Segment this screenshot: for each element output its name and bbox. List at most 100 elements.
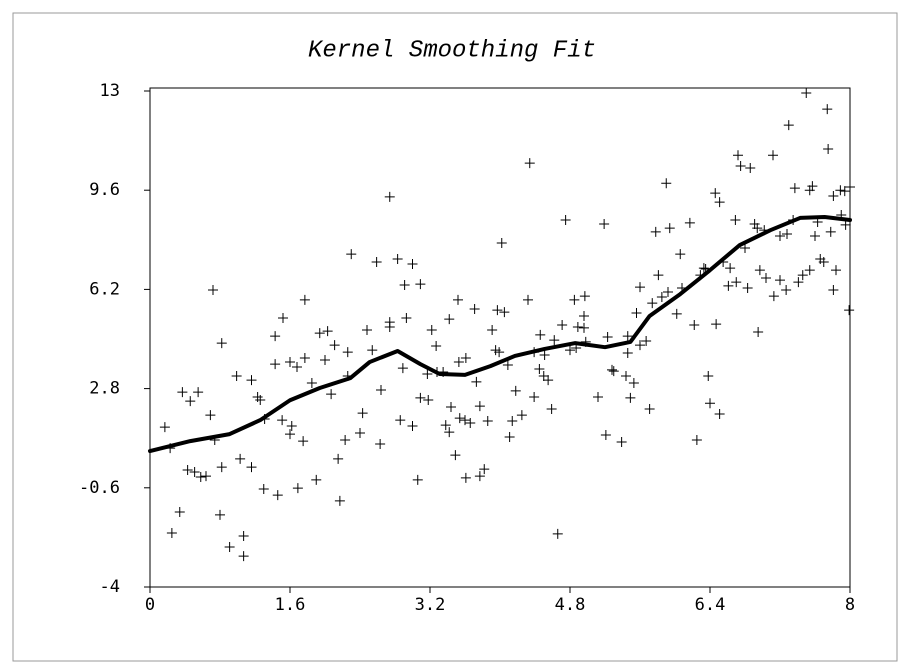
point	[810, 231, 820, 242]
point	[775, 275, 785, 286]
point	[671, 308, 682, 319]
point	[384, 191, 395, 202]
point	[691, 434, 702, 445]
point	[208, 284, 218, 295]
point	[761, 273, 771, 284]
point	[560, 214, 571, 225]
point	[608, 366, 619, 377]
point	[278, 312, 288, 323]
point	[507, 415, 518, 426]
point	[502, 359, 513, 370]
point	[723, 280, 734, 291]
point	[664, 223, 675, 234]
point	[831, 265, 841, 276]
point	[465, 418, 476, 429]
point	[825, 226, 836, 237]
point	[599, 219, 610, 230]
point	[828, 191, 839, 202]
point	[193, 387, 204, 398]
point	[460, 415, 470, 426]
point	[460, 352, 471, 363]
point	[407, 259, 418, 270]
point	[635, 282, 645, 293]
x-tick-label: 8	[845, 595, 855, 615]
point	[579, 310, 589, 321]
point	[714, 197, 725, 208]
point	[454, 413, 465, 424]
point	[828, 284, 839, 295]
point	[238, 551, 249, 562]
point	[450, 450, 461, 461]
point	[166, 528, 177, 539]
point	[523, 294, 533, 305]
point	[725, 263, 736, 274]
point	[329, 340, 340, 351]
point	[783, 120, 794, 131]
point	[446, 401, 456, 412]
point	[565, 345, 575, 356]
point	[641, 336, 652, 347]
point	[714, 408, 725, 419]
point	[840, 219, 851, 230]
point	[835, 185, 846, 196]
point	[270, 331, 281, 342]
point	[807, 181, 818, 192]
point	[395, 415, 406, 426]
point	[322, 326, 333, 337]
point	[689, 319, 700, 330]
y-tick-label: 2.8	[89, 379, 120, 399]
point	[656, 291, 667, 302]
point	[650, 226, 661, 237]
point	[552, 528, 563, 539]
point	[397, 363, 408, 374]
point	[703, 371, 714, 382]
point	[444, 427, 455, 438]
point	[647, 298, 658, 309]
point	[252, 392, 263, 403]
point	[801, 88, 812, 99]
point	[401, 312, 412, 323]
point	[539, 350, 550, 361]
point	[298, 436, 309, 447]
point	[705, 398, 715, 409]
point	[789, 183, 800, 194]
point	[593, 392, 603, 403]
y-tick-label: 13	[100, 81, 120, 101]
point	[628, 378, 639, 389]
point	[754, 265, 765, 276]
point	[745, 163, 756, 174]
point	[299, 294, 310, 305]
point	[494, 347, 505, 358]
point	[822, 104, 833, 115]
point	[216, 338, 227, 349]
point	[460, 472, 471, 483]
x-tick-label: 6.4	[695, 595, 726, 615]
point	[320, 355, 330, 366]
y-tick-label: -0.6	[79, 478, 120, 498]
point	[499, 307, 510, 318]
point	[524, 158, 535, 169]
point	[177, 387, 188, 398]
point	[205, 410, 216, 421]
point	[195, 472, 206, 483]
point	[392, 254, 403, 265]
point	[277, 415, 288, 426]
point	[546, 404, 557, 415]
point	[174, 507, 185, 518]
point	[616, 436, 627, 447]
y-tick-label: 9.6	[89, 180, 120, 200]
point	[845, 181, 855, 192]
point	[839, 186, 850, 197]
point	[753, 326, 764, 337]
point	[482, 415, 493, 426]
point	[415, 392, 426, 403]
point	[201, 471, 211, 482]
point	[423, 394, 434, 405]
point	[797, 270, 808, 281]
point	[602, 331, 613, 342]
point	[407, 420, 418, 431]
point	[215, 509, 225, 520]
point	[579, 322, 589, 333]
point	[661, 178, 672, 189]
point	[355, 427, 365, 438]
